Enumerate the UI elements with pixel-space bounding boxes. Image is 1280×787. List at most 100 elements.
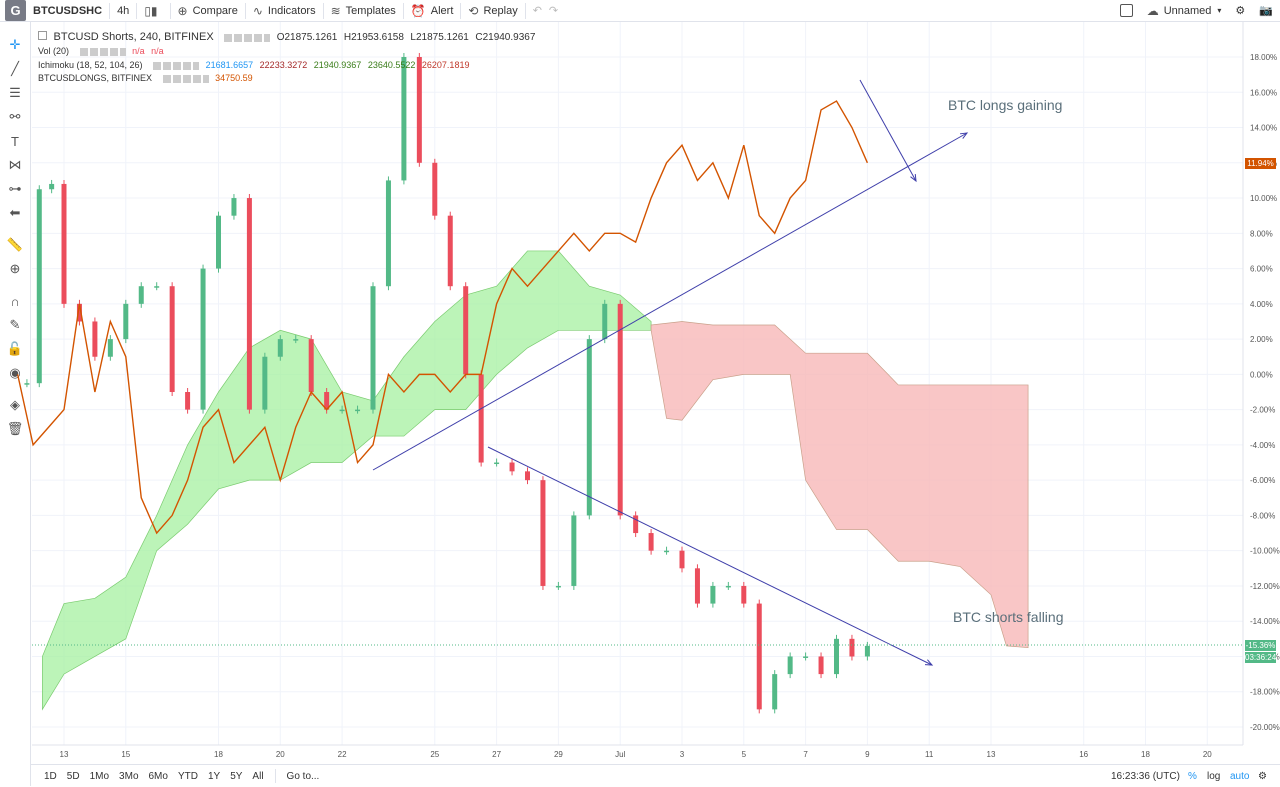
candle-body bbox=[555, 585, 561, 588]
prediction-icon[interactable]: ⊶ bbox=[8, 181, 22, 196]
redo-button[interactable]: ↷ bbox=[549, 0, 565, 21]
ichi-value-2: 22233.3272 bbox=[259, 60, 308, 70]
trash-icon[interactable]: 🗑 bbox=[6, 421, 24, 436]
fullscreen-button[interactable] bbox=[1113, 0, 1140, 21]
candle-body bbox=[154, 286, 160, 288]
chart-type-button[interactable]: ▯▮ bbox=[137, 0, 169, 21]
templates-button[interactable]: ≋ Templates bbox=[324, 0, 403, 21]
candle-body bbox=[324, 392, 330, 410]
lock-draw-icon[interactable]: ✎ bbox=[9, 317, 21, 332]
alert-button[interactable]: ⏰ Alert bbox=[404, 0, 461, 21]
range-5y[interactable]: 5Y bbox=[230, 770, 243, 782]
candle-body bbox=[540, 480, 546, 586]
candle-body bbox=[648, 533, 654, 551]
candle-body bbox=[633, 515, 639, 534]
y-tick-label: -4.00% bbox=[1250, 441, 1275, 450]
zoom-icon[interactable]: ⊕ bbox=[9, 261, 21, 276]
candle-body bbox=[355, 409, 361, 412]
square-icon bbox=[1119, 4, 1133, 17]
y-tick-label: -10.00% bbox=[1250, 547, 1280, 556]
candle-body bbox=[416, 57, 422, 163]
range-1y[interactable]: 1Y bbox=[207, 770, 221, 782]
range-3mo[interactable]: 3Mo bbox=[119, 770, 139, 782]
auto-toggle[interactable]: auto bbox=[1230, 770, 1250, 782]
candle-body bbox=[185, 392, 191, 410]
fib-icon[interactable]: ☰ bbox=[9, 85, 21, 100]
y-tick-label: -20.00% bbox=[1250, 723, 1280, 732]
y-tick-label: 14.00% bbox=[1250, 124, 1277, 133]
y-tick-label: 8.00% bbox=[1250, 229, 1273, 238]
percent-toggle[interactable]: % bbox=[1188, 770, 1197, 782]
legend-buttons[interactable] bbox=[162, 74, 209, 83]
candle-body bbox=[772, 674, 778, 710]
x-tick-label: 20 bbox=[276, 750, 285, 759]
compare-icon: ⊕ bbox=[177, 3, 188, 18]
longs-annotation[interactable]: BTC longs gaining bbox=[948, 97, 1063, 113]
unlock-icon[interactable]: 🔓 bbox=[6, 341, 24, 356]
ichimoku-legend: Ichimoku (18, 52, 104, 26) 21681.6657 22… bbox=[38, 60, 473, 70]
gear-icon[interactable]: ⚙ bbox=[1258, 770, 1267, 782]
compare-button[interactable]: ⊕ Compare bbox=[171, 0, 245, 21]
cross-icon[interactable]: ✛ bbox=[9, 37, 21, 52]
range-6mo[interactable]: 6Mo bbox=[148, 770, 168, 782]
candle-body bbox=[818, 656, 824, 675]
back-arrow-icon[interactable]: ⬅ bbox=[9, 205, 21, 220]
pattern-icon[interactable]: ⋈ bbox=[8, 157, 22, 172]
time-axis[interactable]: 13 15 18 20 22 25 27 29 Jul 3 5 7 9 11 13 16 18 20 bbox=[32, 744, 1243, 759]
x-tick-label: 29 bbox=[554, 750, 563, 759]
layout-button[interactable]: ☁ Unnamed ▾ bbox=[1140, 0, 1229, 21]
candles-icon: ▯▮ bbox=[144, 3, 158, 18]
brush-icon[interactable]: ⚯ bbox=[9, 109, 21, 124]
longs-series-line bbox=[16, 100, 869, 535]
range-ytd[interactable]: YTD bbox=[177, 770, 198, 782]
ichi-value-1: 21681.6657 bbox=[205, 60, 254, 70]
ichi-value-4: 23640.5522 bbox=[367, 60, 416, 70]
replay-button[interactable]: ⟲ Replay bbox=[461, 0, 524, 21]
close-value: C21940.9367 bbox=[475, 32, 536, 43]
snapshot-button[interactable]: 📷 bbox=[1252, 0, 1280, 21]
longs-value: 34750.59 bbox=[215, 73, 253, 83]
interval-button[interactable]: 4h bbox=[117, 4, 130, 17]
candle-body bbox=[741, 585, 747, 604]
log-toggle[interactable]: log bbox=[1207, 770, 1221, 782]
collapse-icon[interactable] bbox=[38, 31, 47, 40]
goto-button[interactable]: Go to... bbox=[286, 770, 320, 782]
indicators-button[interactable]: ∿ Indicators bbox=[246, 0, 323, 21]
trend-line-icon[interactable]: ╱ bbox=[11, 61, 19, 76]
candle-body bbox=[694, 568, 700, 604]
range-1mo[interactable]: 1Mo bbox=[89, 770, 110, 782]
range-all[interactable]: All bbox=[252, 770, 264, 782]
legend-buttons[interactable] bbox=[224, 33, 271, 42]
divider bbox=[169, 2, 171, 19]
clock[interactable]: 16:23:36 (UTC) bbox=[1111, 770, 1180, 782]
magnet-icon[interactable]: ∩ bbox=[10, 293, 20, 309]
layers-icon[interactable]: ◈ bbox=[10, 397, 20, 412]
eye-icon[interactable]: ◉ bbox=[9, 365, 21, 380]
legend-buttons[interactable] bbox=[79, 47, 126, 56]
uptrend-line bbox=[372, 132, 968, 471]
candle-body bbox=[571, 515, 577, 586]
candle-body bbox=[602, 303, 608, 340]
range-1d[interactable]: 1D bbox=[44, 770, 57, 782]
range-5d[interactable]: 5D bbox=[66, 770, 80, 782]
logo[interactable]: G bbox=[5, 0, 26, 21]
symbol-search[interactable]: BTCUSDSHC bbox=[33, 4, 103, 17]
x-tick-label: 11 bbox=[925, 750, 934, 759]
x-tick-label: 9 bbox=[865, 750, 870, 759]
price-chart[interactable]: 18.00%16.00%14.00%12.00%10.00%8.00%6.00%… bbox=[0, 0, 1280, 764]
ruler-icon[interactable]: 📏 bbox=[6, 237, 24, 252]
x-tick-label: 13 bbox=[60, 750, 69, 759]
undo-button[interactable]: ↶ bbox=[526, 0, 549, 21]
y-tick-label: -6.00% bbox=[1250, 476, 1275, 485]
price-axis[interactable]: 18.00%16.00%14.00%12.00%10.00%8.00%6.00%… bbox=[1242, 22, 1280, 745]
uptrend-arrow-head bbox=[959, 132, 969, 139]
text-icon[interactable]: T bbox=[11, 133, 19, 149]
candle-body bbox=[617, 303, 623, 516]
x-tick-label: 25 bbox=[430, 750, 439, 759]
shorts-annotation[interactable]: BTC shorts falling bbox=[953, 609, 1064, 625]
main-legend: BTCUSD Shorts, 240, BITFINEX O21875.1261… bbox=[38, 31, 539, 43]
settings-button[interactable]: ⚙ bbox=[1228, 0, 1252, 21]
alert-label: Alert bbox=[430, 4, 454, 17]
legend-buttons[interactable] bbox=[153, 61, 200, 70]
x-tick-label: 16 bbox=[1079, 750, 1088, 759]
